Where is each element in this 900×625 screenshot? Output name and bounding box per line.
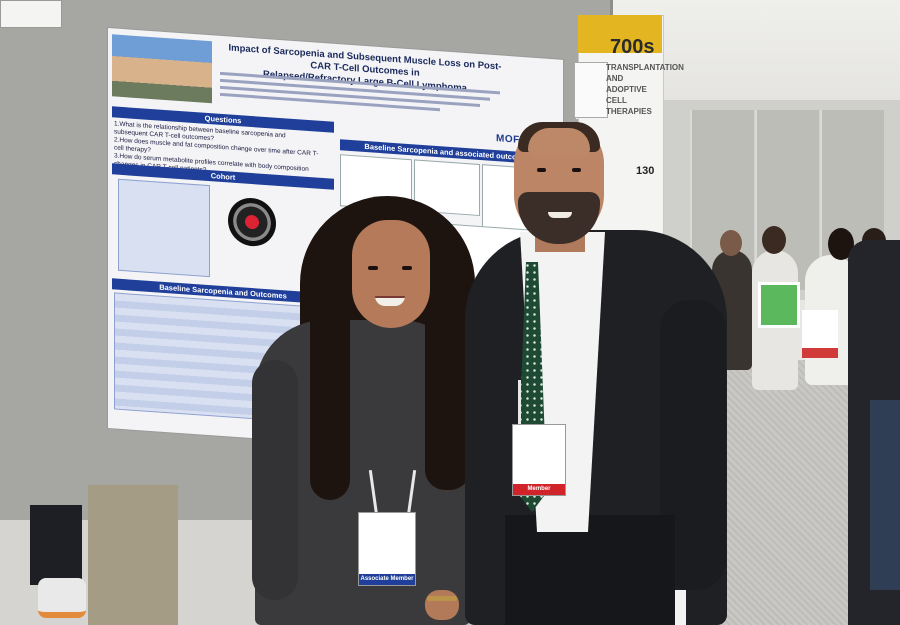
board-number: 130 [636, 165, 655, 177]
passerby-jeans [870, 400, 900, 590]
cohort-flowchart [118, 178, 210, 278]
sign-number: 700s [610, 36, 655, 58]
background-person-head [720, 230, 742, 256]
badge-strip: Associate Member [359, 574, 415, 585]
man-smile [548, 212, 572, 218]
building-photo [112, 34, 212, 104]
lanyard [518, 380, 521, 426]
woman-name-badge: Associate Member [358, 512, 416, 586]
woman-arm [252, 360, 298, 600]
woman-eye [402, 266, 412, 270]
tote-bag [758, 282, 800, 328]
sign-text-line: ADOPTIVE CELL [606, 85, 647, 105]
board-label [0, 0, 62, 28]
woman-hair-strand [425, 300, 470, 490]
sneaker [38, 578, 86, 618]
woman-face [352, 220, 430, 328]
man-name-badge: Member [512, 424, 566, 496]
woman-smile [375, 296, 405, 306]
sign-header [578, 15, 662, 53]
section-label: Cohort [210, 171, 236, 182]
sign-paper [574, 62, 608, 118]
tote-bag [802, 310, 838, 358]
section-label: Questions [204, 113, 242, 126]
man-eye [537, 168, 546, 172]
man-eye [572, 168, 581, 172]
woman-hair-strand [310, 300, 350, 500]
sign-text-line: THERAPIES [606, 107, 652, 116]
man-forehead [528, 128, 590, 156]
woman-eye [368, 266, 378, 270]
badge-strip: Member [513, 484, 565, 495]
sign-text-line: TRANSPLANTATION AND [606, 63, 684, 83]
background-person-head [762, 226, 786, 254]
woman-hand [425, 590, 459, 620]
ct-scan-image [228, 196, 276, 248]
bracelet [427, 596, 457, 601]
sign-text: TRANSPLANTATION AND ADOPTIVE CELL THERAP… [606, 62, 684, 117]
man-pants [505, 515, 675, 625]
passerby-khaki-pants [88, 485, 178, 625]
passerby-leg [30, 505, 82, 585]
